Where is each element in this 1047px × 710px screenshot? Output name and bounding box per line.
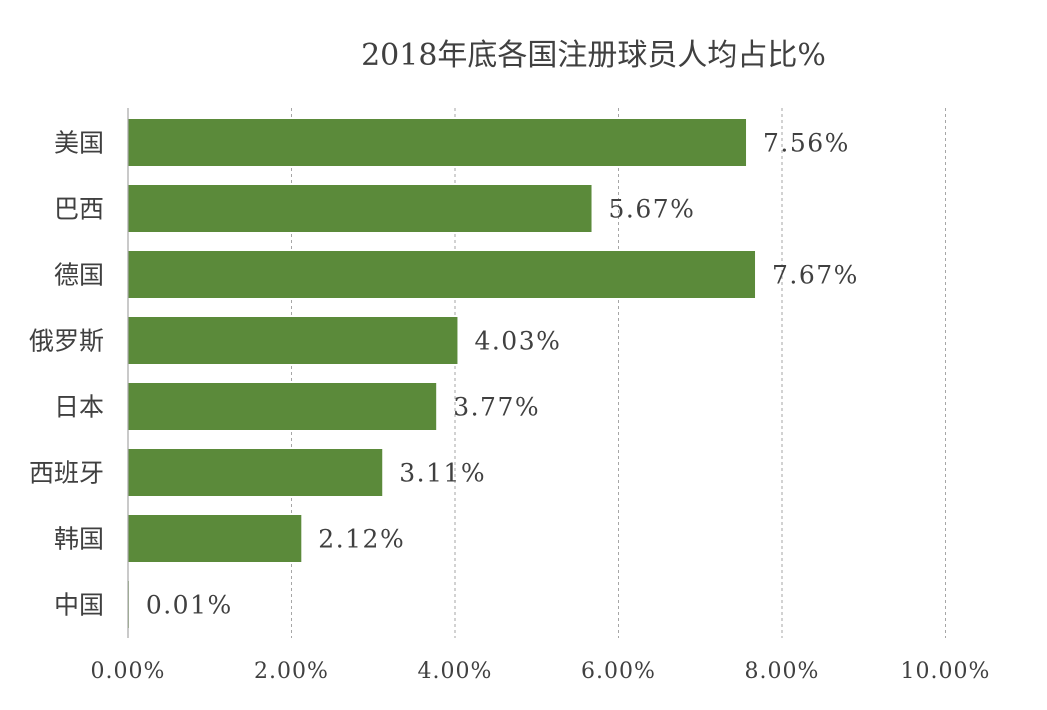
- bar: [128, 515, 302, 562]
- x-tick-label: 10.00%: [901, 659, 991, 684]
- chart-title: 2018年底各国注册球员人均占比%: [361, 38, 826, 73]
- category-label: 美国: [54, 129, 104, 158]
- bar: [128, 449, 383, 496]
- data-label: 0.01%: [146, 591, 233, 620]
- category-label: 韩国: [54, 525, 104, 554]
- x-tick-label: 8.00%: [745, 659, 820, 684]
- x-tick-label: 6.00%: [581, 659, 656, 684]
- bar: [128, 119, 747, 166]
- bar: [128, 383, 437, 430]
- category-label: 德国: [54, 261, 104, 290]
- category-label: 日本: [54, 393, 104, 422]
- bar: [128, 251, 756, 298]
- data-label: 3.77%: [453, 393, 540, 422]
- gridlines: [291, 108, 946, 638]
- x-tick-label: 4.00%: [418, 659, 493, 684]
- x-tick-label: 2.00%: [254, 659, 329, 684]
- bars: [128, 119, 756, 628]
- data-label: 7.67%: [772, 261, 859, 290]
- category-label: 俄罗斯: [29, 327, 104, 356]
- data-label: 3.11%: [399, 459, 486, 488]
- data-labels: 7.56% 5.67% 7.67% 4.03% 3.77% 3.11% 2.12% 0.01%: [146, 129, 859, 620]
- data-label: 2.12%: [318, 525, 405, 554]
- category-label: 巴西: [54, 195, 104, 224]
- category-label: 西班牙: [29, 459, 104, 488]
- x-tick-label: 0.00%: [91, 659, 166, 684]
- data-label: 7.56%: [763, 129, 850, 158]
- category-label: 中国: [54, 591, 104, 620]
- bar: [128, 185, 592, 232]
- data-label: 4.03%: [474, 327, 561, 356]
- x-tick-labels: 0.00% 2.00% 4.00% 6.00% 8.00% 10.00%: [91, 659, 991, 684]
- data-label: 5.67%: [609, 195, 696, 224]
- bar: [128, 317, 458, 364]
